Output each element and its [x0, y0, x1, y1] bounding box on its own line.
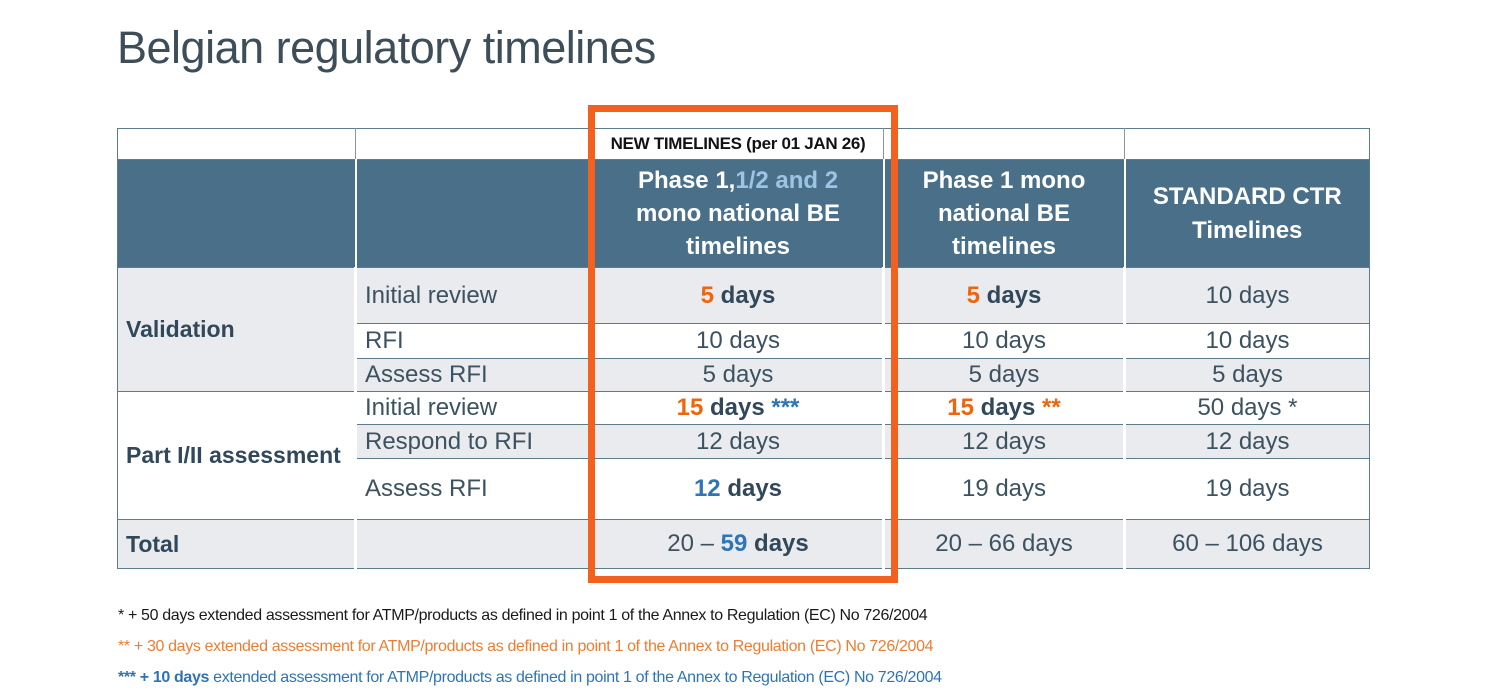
footnote-2-text: ** + 30 days extended assessment for ATM…: [118, 638, 934, 655]
footnote-3-prefix: *** + 10 days: [118, 669, 210, 686]
header-phase112-part1: Phase 1,: [637, 166, 736, 194]
footnote-3: *** + 10 days extended assessment for AT…: [118, 662, 942, 693]
value-number: 12: [693, 475, 721, 502]
total-label: Total: [117, 519, 357, 569]
value-unit: days: [703, 394, 765, 421]
footnote-1-text: * + 50 days extended assessment for ATMP…: [118, 607, 928, 624]
page-title: Belgian regulatory timelines: [117, 22, 656, 73]
header-row: Phase 1,1/2 and 2 mono national BE timel…: [117, 159, 1370, 268]
new-timelines-note-row: NEW TIMELINES (per 01 JAN 26): [117, 128, 1370, 160]
value-new-timelines: 5 days: [592, 267, 885, 324]
step-label: Assess RFI: [355, 458, 594, 520]
value-new-timelines: 12 days: [592, 424, 885, 459]
value-phase1-mono: 5 days: [883, 267, 1126, 324]
value-phase1-mono: 12 days: [883, 424, 1126, 459]
part12-respond-rfi-row: Respond to RFI 12 days 12 days 12 days: [118, 424, 1370, 459]
value-phase1-mono: 19 days: [883, 458, 1126, 520]
step-label: Respond to RFI: [355, 424, 594, 459]
footnote-1: * + 50 days extended assessment for ATMP…: [118, 600, 942, 631]
header-phase112-part3: mono national BE timelines: [636, 199, 840, 261]
value-phase1-mono: 15 days **: [883, 391, 1126, 425]
value-new-timelines: 15 days ***: [592, 391, 885, 425]
empty-cell: [355, 128, 593, 160]
total-range-start: 20 –: [667, 530, 721, 557]
empty-cell: [117, 128, 356, 160]
value-number: 15: [676, 394, 704, 421]
footnote-2: ** + 30 days extended assessment for ATM…: [118, 631, 942, 662]
value-number: 5: [700, 281, 714, 309]
value-number: 5: [966, 281, 980, 309]
value-unit: days: [973, 394, 1036, 421]
validation-rfi-row: RFI 10 days 10 days 10 days: [118, 323, 1370, 359]
value-standard-ctr: 12 days: [1124, 424, 1370, 459]
timelines-table-wrap: NEW TIMELINES (per 01 JAN 26) Phase 1,1/…: [117, 128, 1370, 569]
footnotes: * + 50 days extended assessment for ATMP…: [118, 600, 942, 693]
total-range-end: 59: [720, 530, 748, 557]
timelines-table: NEW TIMELINES (per 01 JAN 26) Phase 1,1/…: [117, 128, 1370, 569]
value-standard-ctr: 10 days: [1124, 267, 1370, 324]
header-standard-ctr: STANDARD CTR Timelines: [1123, 159, 1370, 268]
value-standard-ctr: 50 days *: [1124, 391, 1370, 425]
footnote-marker: **: [1035, 394, 1061, 421]
new-timelines-note: NEW TIMELINES (per 01 JAN 26): [592, 128, 884, 160]
step-label: RFI: [355, 323, 594, 359]
total-row: Total 20 – 59 days 20 – 66 days 60 – 106…: [117, 519, 1370, 569]
value-phase1-mono: 10 days: [883, 323, 1126, 359]
header-phase112-part2: 1/2 and 2: [735, 166, 839, 194]
empty-cell: [355, 519, 594, 569]
value-standard-ctr: 10 days: [1124, 323, 1370, 359]
footnote-3-text: extended assessment for ATMP/products as…: [209, 669, 942, 686]
value-standard-ctr: 5 days: [1124, 358, 1370, 392]
validation-assess-rfi-row: Assess RFI 5 days 5 days 5 days: [118, 358, 1370, 392]
value-unit: days: [979, 281, 1042, 309]
header-phase112: Phase 1,1/2 and 2 mono national BE timel…: [591, 159, 884, 268]
part12-initial-review-row: Part I/II assessment Initial review 15 d…: [117, 391, 1370, 520]
step-label: Assess RFI: [355, 358, 594, 392]
empty-cell: [1124, 128, 1370, 160]
value-phase1-mono: 5 days: [883, 358, 1126, 392]
value-new-timelines: 12 days: [592, 458, 885, 520]
value-unit: days: [720, 475, 783, 502]
empty-cell: [883, 128, 1125, 160]
step-label: Initial review: [355, 391, 594, 425]
value-unit: days: [713, 281, 776, 309]
value-number: 15: [947, 394, 974, 421]
total-standard-ctr: 60 – 106 days: [1124, 519, 1370, 569]
value-new-timelines: 5 days: [592, 358, 885, 392]
header-empty-cell: [354, 159, 593, 268]
header-empty-cell: [117, 159, 356, 268]
part12-assess-rfi-row: Assess RFI 12 days 19 days 19 days: [118, 458, 1370, 520]
value-new-timelines: 10 days: [592, 323, 885, 359]
part12-group-label: Part I/II assessment: [117, 391, 357, 520]
total-phase1-mono: 20 – 66 days: [883, 519, 1126, 569]
footnote-marker: ***: [764, 394, 800, 421]
step-label: Initial review: [355, 267, 594, 324]
validation-group-label: Validation: [117, 267, 357, 392]
value-unit: days: [747, 530, 809, 557]
total-new-timelines: 20 – 59 days: [592, 519, 885, 569]
header-phase1-mono: Phase 1 mono national BE timelines: [882, 159, 1125, 268]
validation-initial-review-row: Validation Initial review 5 days 5 days …: [117, 267, 1370, 392]
value-standard-ctr: 19 days: [1124, 458, 1370, 520]
